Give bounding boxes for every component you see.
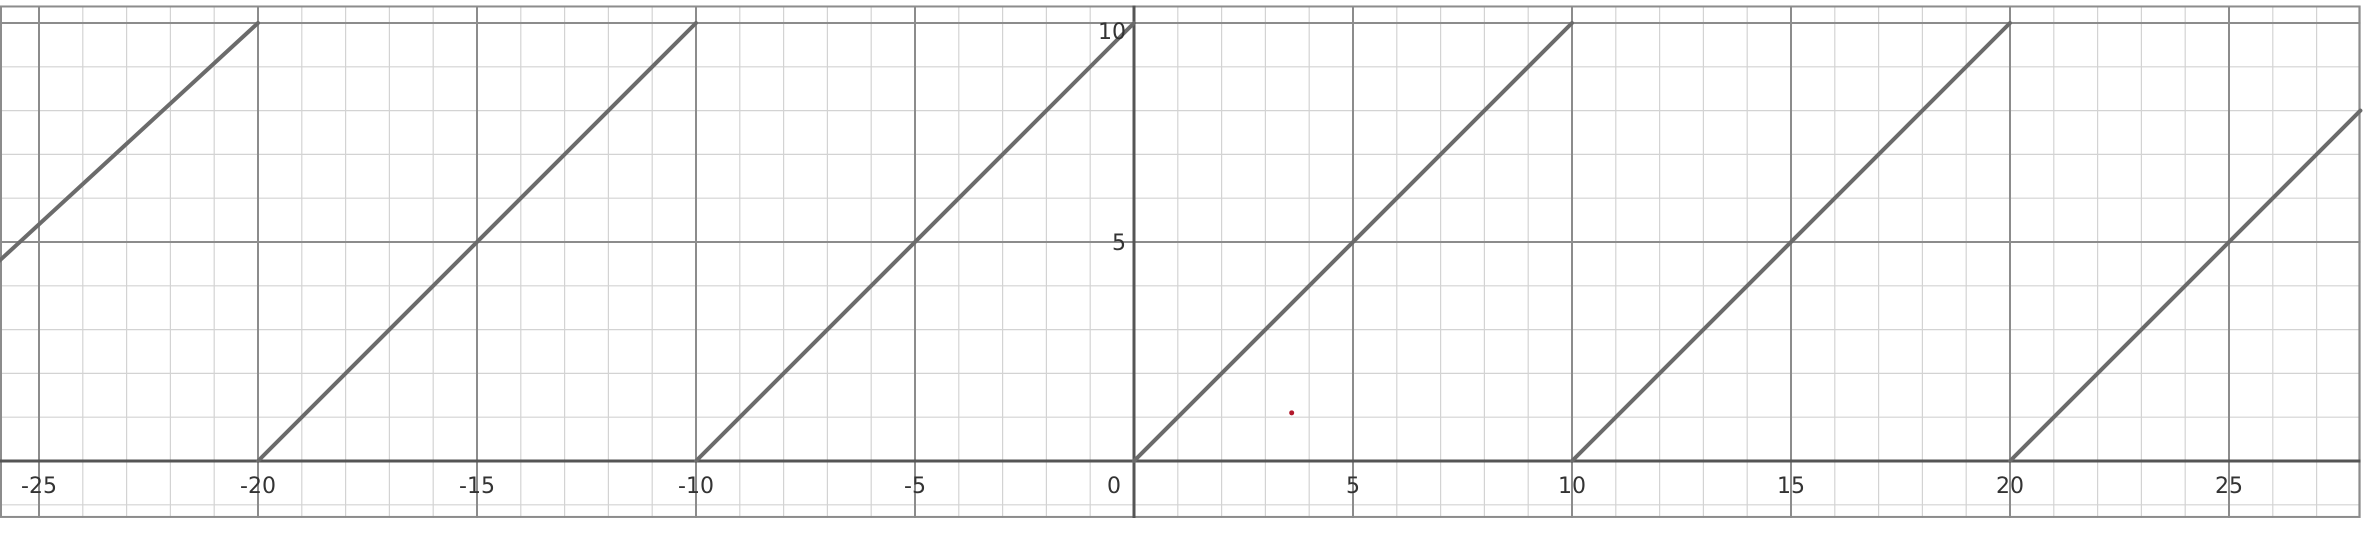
x-tick-label: -20 [240,474,276,499]
x-tick-label: 0 [1107,474,1121,499]
x-tick-label: 5 [1346,474,1360,499]
tick-labels: -25 -20 -15 -10 -5 0 5 10 15 20 25 5 10 [21,20,2243,499]
x-tick-label: 10 [1558,474,1586,499]
axes [0,5,2361,518]
sawtooth-segment [1570,21,2012,463]
x-tick-label: -5 [904,474,926,499]
y-tick-label: 5 [1112,231,1126,256]
markers [1289,410,1295,416]
sawtooth-segment [1132,21,1574,463]
major-grid [0,5,2361,518]
x-tick-label: -25 [21,474,57,499]
x-tick-label: 25 [2215,474,2243,499]
sawtooth-series [0,21,2363,463]
sawtooth-segment [2008,108,2363,463]
x-tick-label: 15 [1777,474,1805,499]
y-tick-label: 10 [1098,20,1126,45]
sawtooth-segment [694,21,1136,463]
marker-point [1289,410,1295,416]
sawtooth-segment [0,21,260,263]
x-tick-label: 20 [1996,474,2024,499]
sawtooth-segment [256,21,698,463]
minor-grid [0,5,2361,518]
plot-frame [0,5,2361,518]
x-tick-label: -15 [459,474,495,499]
x-tick-label: -10 [678,474,714,499]
